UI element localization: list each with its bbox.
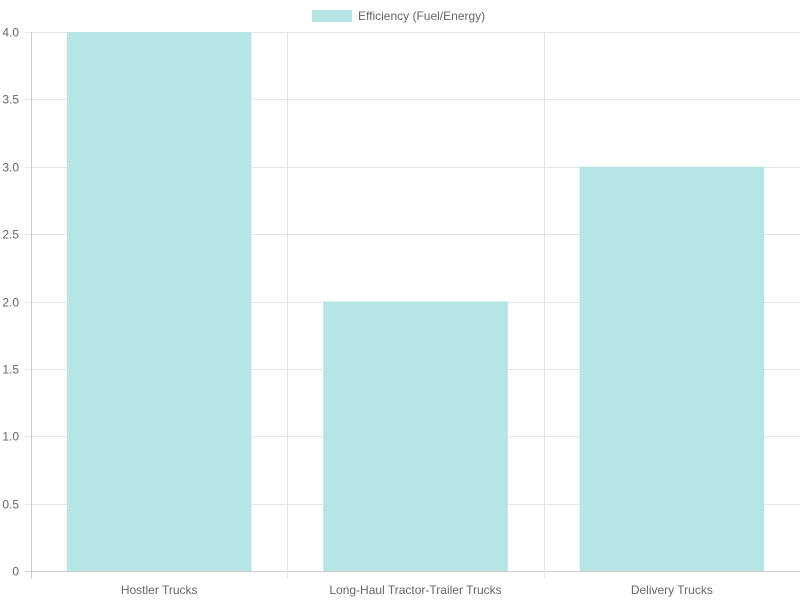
bar[interactable] <box>579 166 765 571</box>
x-axis-ticks: Hostler Trucks Long-Haul Tractor-Trailer … <box>121 583 713 597</box>
y-tick-label: 0.5 <box>2 498 19 512</box>
y-axis-ticks: 0 0.5 1.0 1.5 2.0 2.5 3.0 3.5 4.0 <box>2 26 19 579</box>
bars <box>66 32 765 572</box>
bar[interactable] <box>323 301 508 572</box>
x-tick-label: Hostler Trucks <box>121 583 198 597</box>
y-tick-label: 3.5 <box>2 93 19 107</box>
legend[interactable]: Efficiency (Fuel/Energy) <box>312 9 485 23</box>
y-tick-label: 0 <box>12 565 19 579</box>
y-tick-label: 2.0 <box>2 296 19 310</box>
y-tick-label: 2.5 <box>2 228 19 242</box>
y-tick-label: 1.5 <box>2 363 19 377</box>
legend-label[interactable]: Efficiency (Fuel/Energy) <box>358 9 485 23</box>
legend-swatch[interactable] <box>312 10 352 22</box>
y-tick-label: 3.0 <box>2 161 19 175</box>
y-tick-label: 1.0 <box>2 430 19 444</box>
x-tick-label: Long-Haul Tractor-Trailer Trucks <box>329 583 501 597</box>
bar[interactable] <box>66 32 252 571</box>
x-tick-label: Delivery Trucks <box>631 583 713 597</box>
y-tick-label: 4.0 <box>2 26 19 40</box>
